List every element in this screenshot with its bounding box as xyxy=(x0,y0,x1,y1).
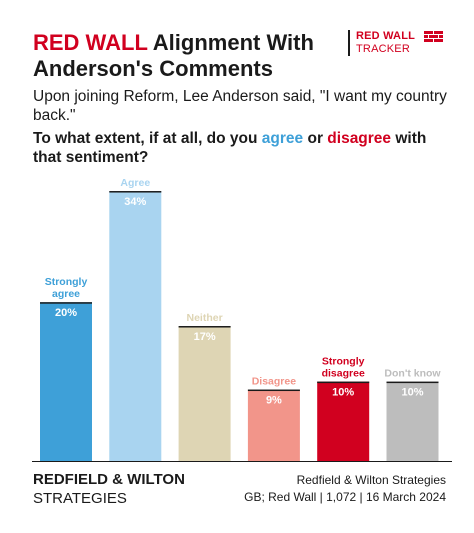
question-agree-word: agree xyxy=(261,130,304,147)
footer-source: Redfield & Wilton Strategies GB; Red Wal… xyxy=(244,472,446,506)
category-label-4-1: disagree xyxy=(322,368,365,380)
category-label-0-0: Strongly xyxy=(45,276,88,288)
category-label-1-0: Agree xyxy=(120,177,150,189)
logo-line1: RED WALL xyxy=(356,30,416,42)
category-label-3-0: Disagree xyxy=(252,376,297,388)
source-line1: Redfield & Wilton Strategies xyxy=(296,473,446,487)
category-label-5-0: Don't know xyxy=(384,368,441,380)
title-highlight: RED WALL xyxy=(33,30,148,55)
bar-1 xyxy=(109,191,162,462)
category-label-0-1: agree xyxy=(52,288,80,300)
value-label-1: 34% xyxy=(124,196,146,208)
bar-top-line-3 xyxy=(247,389,300,392)
bar-2 xyxy=(178,326,231,461)
category-label-2-0: Neither xyxy=(187,312,223,324)
value-label-0: 20% xyxy=(55,307,77,319)
bar-5 xyxy=(386,381,439,461)
footer-brand: REDFIELD & WILTON STRATEGIES xyxy=(33,470,185,508)
value-label-5: 10% xyxy=(401,387,423,399)
bar-4 xyxy=(317,381,370,461)
value-label-2: 17% xyxy=(194,331,216,343)
brick-wall-icon xyxy=(424,31,443,42)
bar-top-line-2 xyxy=(178,326,231,328)
brand-line1: REDFIELD & WILTON xyxy=(33,471,185,488)
question-part1: To what extent, if at all, do you xyxy=(33,130,262,147)
x-axis-line xyxy=(32,461,452,462)
value-label-3: 9% xyxy=(266,395,282,407)
bar-top-line-4 xyxy=(317,381,370,384)
source-line2: GB; Red Wall | 1,072 | 16 March 2024 xyxy=(244,490,446,504)
chart-title: RED WALL Alignment With Anderson's Comme… xyxy=(33,30,348,82)
bar-top-line-0 xyxy=(40,302,92,304)
bar-0 xyxy=(40,302,92,461)
bar-chart: 20%Stronglyagree34%Agree17%Neither9%Disa… xyxy=(40,177,441,462)
question: To what extent, if at all, do you agree … xyxy=(33,129,453,167)
title-rest: Alignment With Anderson's Comments xyxy=(33,30,314,81)
question-part2: with that sentiment? xyxy=(33,130,427,166)
question-middle: or xyxy=(303,130,328,147)
bar-3 xyxy=(247,389,300,461)
question-disagree-word: disagree xyxy=(327,130,392,147)
subtitle: Upon joining Reform, Lee Anderson said, … xyxy=(33,88,447,124)
category-label-4-0: Strongly xyxy=(322,356,365,368)
red-wall-tracker-logo: RED WALL TRACKER xyxy=(348,30,448,56)
value-label-4: 10% xyxy=(332,387,354,399)
logo-line2: TRACKER xyxy=(356,43,410,55)
logo-divider xyxy=(348,30,350,56)
bar-top-line-5 xyxy=(386,381,439,384)
bar-top-line-1 xyxy=(109,191,162,193)
brand-line2: STRATEGIES xyxy=(33,490,127,507)
